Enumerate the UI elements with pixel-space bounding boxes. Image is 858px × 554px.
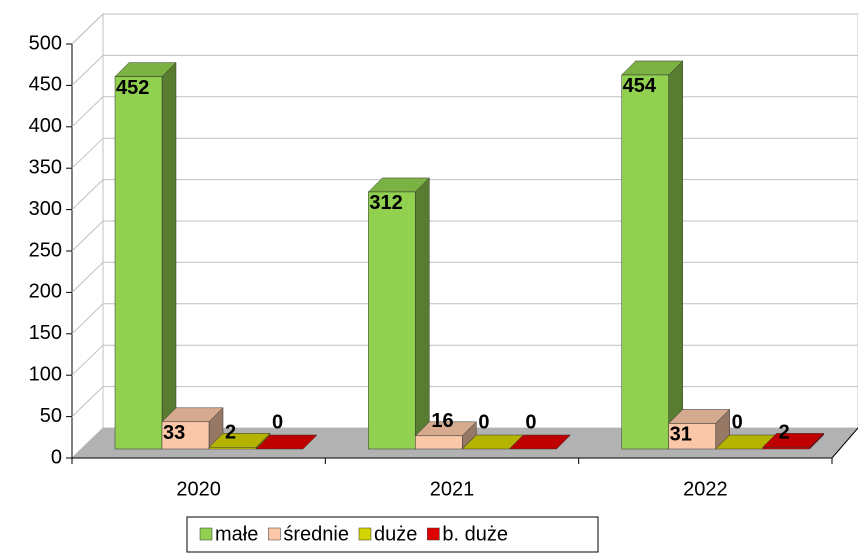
bar-side [415,177,430,450]
legend-swatch [268,527,281,541]
grid-line [71,54,858,86]
bar [762,447,810,450]
value-label: 0 [478,411,489,433]
value-label: 31 [670,424,692,446]
value-label: 0 [732,411,743,433]
value-label: 2 [225,422,236,444]
y-tick-label: 50 [40,405,62,427]
bar [415,435,463,450]
y-tick-label: 350 [29,156,62,178]
value-label: 16 [431,410,453,432]
value-label: 2 [779,422,790,444]
y-tick-label: 100 [29,363,62,385]
grid-line [71,220,858,252]
legend-label: duże [374,523,417,545]
value-label: 452 [116,77,149,99]
legend-swatch [199,527,213,541]
x-tick-label: 2022 [683,478,728,500]
grid-line [71,303,858,335]
bar-top [508,434,571,450]
grid-line [71,96,858,128]
bar [114,76,163,450]
grid-line [71,386,858,417]
y-tick-label: 250 [29,239,62,261]
legend-label: średnie [283,523,349,545]
legend-label: małe [215,523,258,545]
grid-line [71,344,858,376]
bar [161,421,210,450]
x-tick-label: 2020 [176,478,221,500]
x-tick-label: 2021 [430,478,475,500]
bar [668,423,716,450]
legend-swatch [358,527,372,541]
legend-label: b. duże [442,523,508,545]
grid-line [71,13,858,45]
bar-top [255,434,318,450]
grid-line [71,137,858,169]
grid-line [71,179,858,210]
value-label: 454 [623,75,657,97]
y-tick-label: 150 [29,322,62,344]
legend [186,516,599,553]
legend-swatch [427,527,440,541]
y-tick-label: 300 [29,198,62,220]
y-tick-label: 400 [29,115,62,137]
value-label: 33 [163,422,185,444]
bar [368,191,416,450]
y-tick-label: 450 [29,74,62,96]
bar-side [668,60,683,450]
y-tick-label: 0 [51,446,62,468]
y-tick-label: 200 [29,281,62,303]
value-label: 0 [272,411,283,433]
floor-edge [831,427,858,459]
value-label: 312 [369,192,402,214]
bar [621,74,669,450]
y-tick-label: 500 [29,32,62,54]
bar [208,447,257,450]
grid-line [71,261,858,293]
bar-side [161,62,177,450]
value-label: 0 [525,411,536,433]
